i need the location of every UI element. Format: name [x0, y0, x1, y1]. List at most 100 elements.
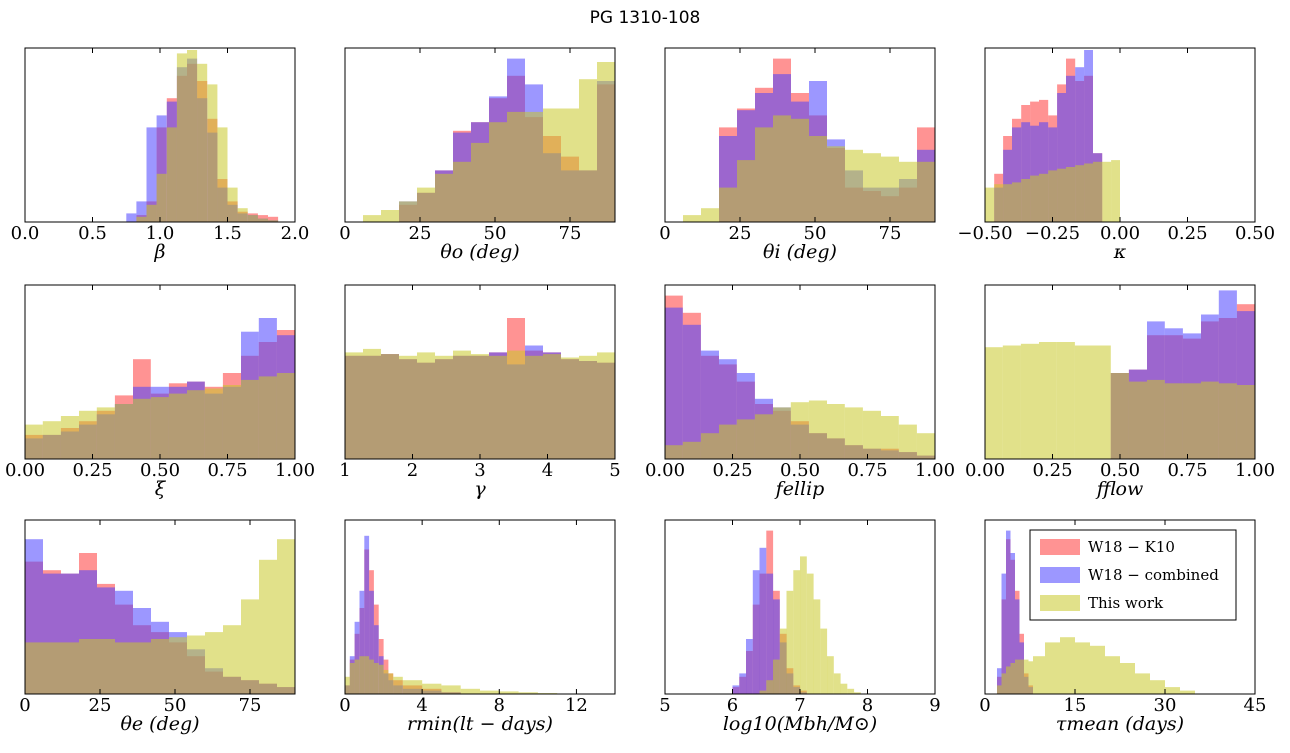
- bar: [682, 324, 701, 459]
- bar: [561, 108, 579, 222]
- bar: [525, 111, 543, 222]
- bar: [1030, 175, 1039, 222]
- bar: [1074, 345, 1093, 459]
- bar: [364, 535, 370, 694]
- x-tick-label: 2.0: [281, 223, 310, 244]
- bar: [507, 111, 525, 222]
- x-tick-label: 0.00: [5, 460, 45, 481]
- bar: [354, 659, 360, 694]
- bar: [471, 354, 489, 459]
- bar: [752, 570, 760, 694]
- bar: [806, 573, 814, 694]
- bar: [168, 393, 187, 459]
- figure-title: PG 1310-108: [590, 8, 701, 28]
- legend-label: W18 − combined: [1088, 566, 1219, 584]
- bar: [268, 216, 279, 222]
- bar: [755, 127, 773, 222]
- x-axis-label: ξ: [155, 478, 167, 500]
- bar: [985, 347, 1003, 459]
- x-tick-label: 50: [484, 223, 507, 244]
- bar: [133, 398, 151, 459]
- bar: [1218, 383, 1237, 459]
- bar: [435, 355, 453, 459]
- bar: [1020, 343, 1039, 459]
- bar: [1201, 381, 1219, 459]
- bar: [746, 639, 753, 694]
- bar: [997, 685, 1002, 694]
- bar: [378, 664, 384, 694]
- panel-8: 0 25 50 75 θe (deg): [19, 519, 296, 735]
- x-tick-label: 0.75: [1167, 460, 1207, 481]
- bar: [881, 416, 899, 459]
- bar: [373, 663, 379, 694]
- bar: [917, 161, 935, 222]
- bar: [349, 663, 355, 694]
- bar: [257, 215, 268, 222]
- bar: [402, 680, 423, 694]
- series-2: [25, 373, 295, 459]
- bar: [79, 639, 97, 694]
- bar: [994, 184, 1004, 222]
- series-2: [25, 539, 295, 694]
- bar: [813, 599, 821, 694]
- bar: [1039, 342, 1057, 459]
- legend-swatch: [1040, 539, 1080, 555]
- bar: [997, 668, 1002, 694]
- x-tick-label: 50: [164, 695, 187, 716]
- x-tick-label: 1.00: [915, 460, 955, 481]
- bar: [700, 350, 719, 459]
- x-tick-label: 45: [1244, 695, 1267, 716]
- series-2: [759, 556, 861, 694]
- x-tick-label: 0.50: [140, 460, 180, 481]
- bar: [359, 590, 365, 694]
- x-axis-label: γ: [474, 478, 486, 500]
- bar: [1165, 687, 1180, 694]
- bar: [435, 173, 453, 222]
- bar: [1015, 659, 1020, 694]
- bar: [453, 350, 471, 459]
- bar: [227, 187, 238, 222]
- bar: [422, 683, 442, 694]
- bar: [126, 213, 137, 222]
- bar: [345, 352, 363, 459]
- bar: [845, 149, 863, 222]
- x-tick-label: 0.00: [1100, 223, 1140, 244]
- bar: [808, 400, 827, 459]
- series-2: [363, 62, 615, 222]
- bar: [773, 659, 780, 694]
- bar: [732, 685, 740, 694]
- bar: [525, 355, 543, 459]
- x-tick-label: −0.50: [957, 223, 1012, 244]
- bar: [61, 642, 79, 694]
- bar: [719, 187, 737, 222]
- legend-label: W18 − K10: [1088, 538, 1175, 556]
- panel-9: 0 4 8 12 rmin(lt − days): [339, 519, 616, 735]
- bar: [779, 628, 787, 694]
- bar: [42, 421, 61, 459]
- bar: [791, 118, 809, 222]
- bar: [345, 676, 350, 694]
- series-2: [985, 342, 1255, 459]
- bar: [489, 355, 507, 459]
- bar: [399, 355, 417, 459]
- bar: [1001, 573, 1006, 694]
- bar: [204, 388, 223, 459]
- x-axis-label: fellip: [774, 478, 825, 500]
- x-tick-label: 0.25: [1167, 223, 1207, 244]
- x-tick-label: 0: [339, 695, 350, 716]
- panel-0: 0.0 0.5 1.0 1.5 2.0 β: [11, 47, 310, 263]
- x-tick-label: 50: [804, 223, 827, 244]
- x-tick-label: 1.5: [213, 223, 242, 244]
- x-tick-label: 75: [879, 223, 902, 244]
- x-tick-label: 4: [542, 460, 553, 481]
- bar: [1045, 642, 1060, 694]
- bar: [916, 433, 935, 459]
- bar: [114, 404, 133, 459]
- panel-4: 0.00 0.25 0.50 0.75 1.00 ξ: [5, 284, 315, 500]
- bar: [1021, 179, 1031, 222]
- bar: [381, 210, 399, 222]
- axes-frame: [344, 47, 616, 223]
- bar: [1006, 530, 1011, 694]
- bar: [187, 635, 205, 694]
- bar: [441, 685, 461, 694]
